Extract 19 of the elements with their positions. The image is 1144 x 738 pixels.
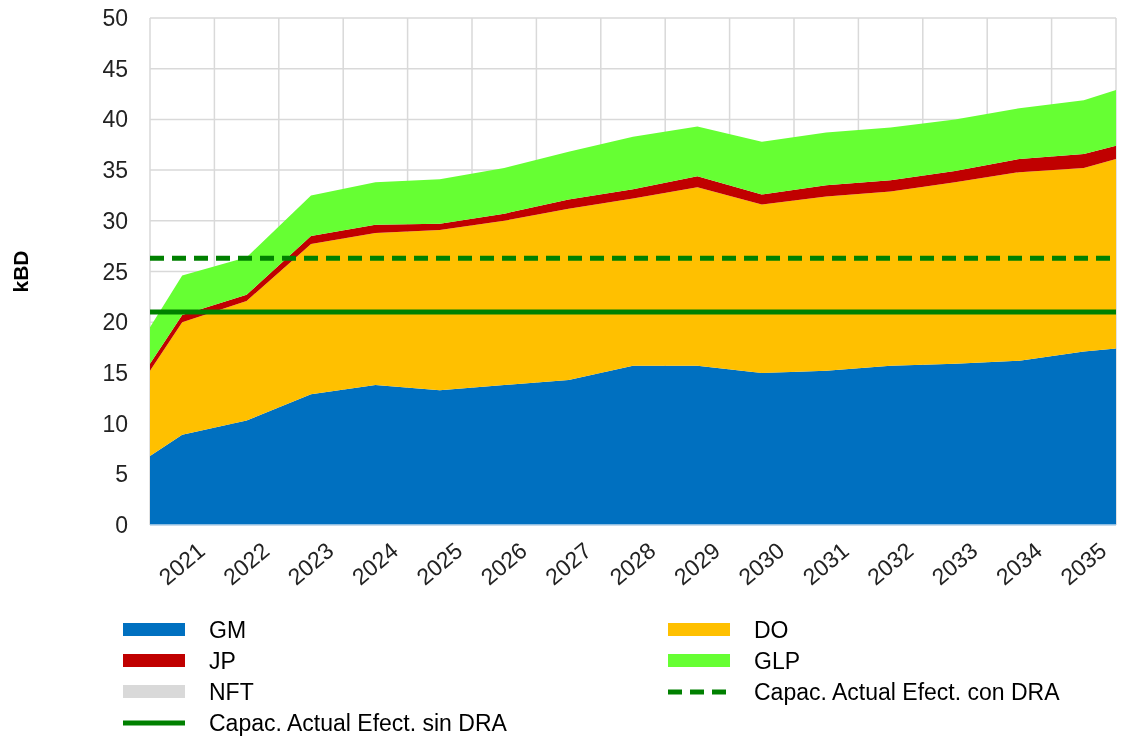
legend-label: GM [209,617,247,644]
y-tick-label: 40 [102,106,128,133]
legend-label: JP [209,648,236,675]
y-tick-label: 20 [102,309,128,336]
legend-label: DO [754,617,789,644]
legend-label: GLP [754,648,801,675]
legend-label: Capac. Actual Efect. sin DRA [209,710,508,737]
y-tick-label: 10 [102,410,128,437]
y-tick-label: 35 [102,157,128,184]
y-tick-label: 25 [102,258,128,285]
y-tick-label: 5 [115,461,128,488]
y-axis-title: kBD [9,250,32,293]
y-tick-label: 30 [102,207,128,234]
legend-label: NFT [209,679,254,706]
y-tick-label: 45 [102,55,128,82]
y-tick-label: 50 [102,5,128,32]
y-tick-label: 0 [115,512,128,539]
legend-label: Capac. Actual Efect. con DRA [754,679,1061,706]
y-tick-label: 15 [102,359,128,386]
